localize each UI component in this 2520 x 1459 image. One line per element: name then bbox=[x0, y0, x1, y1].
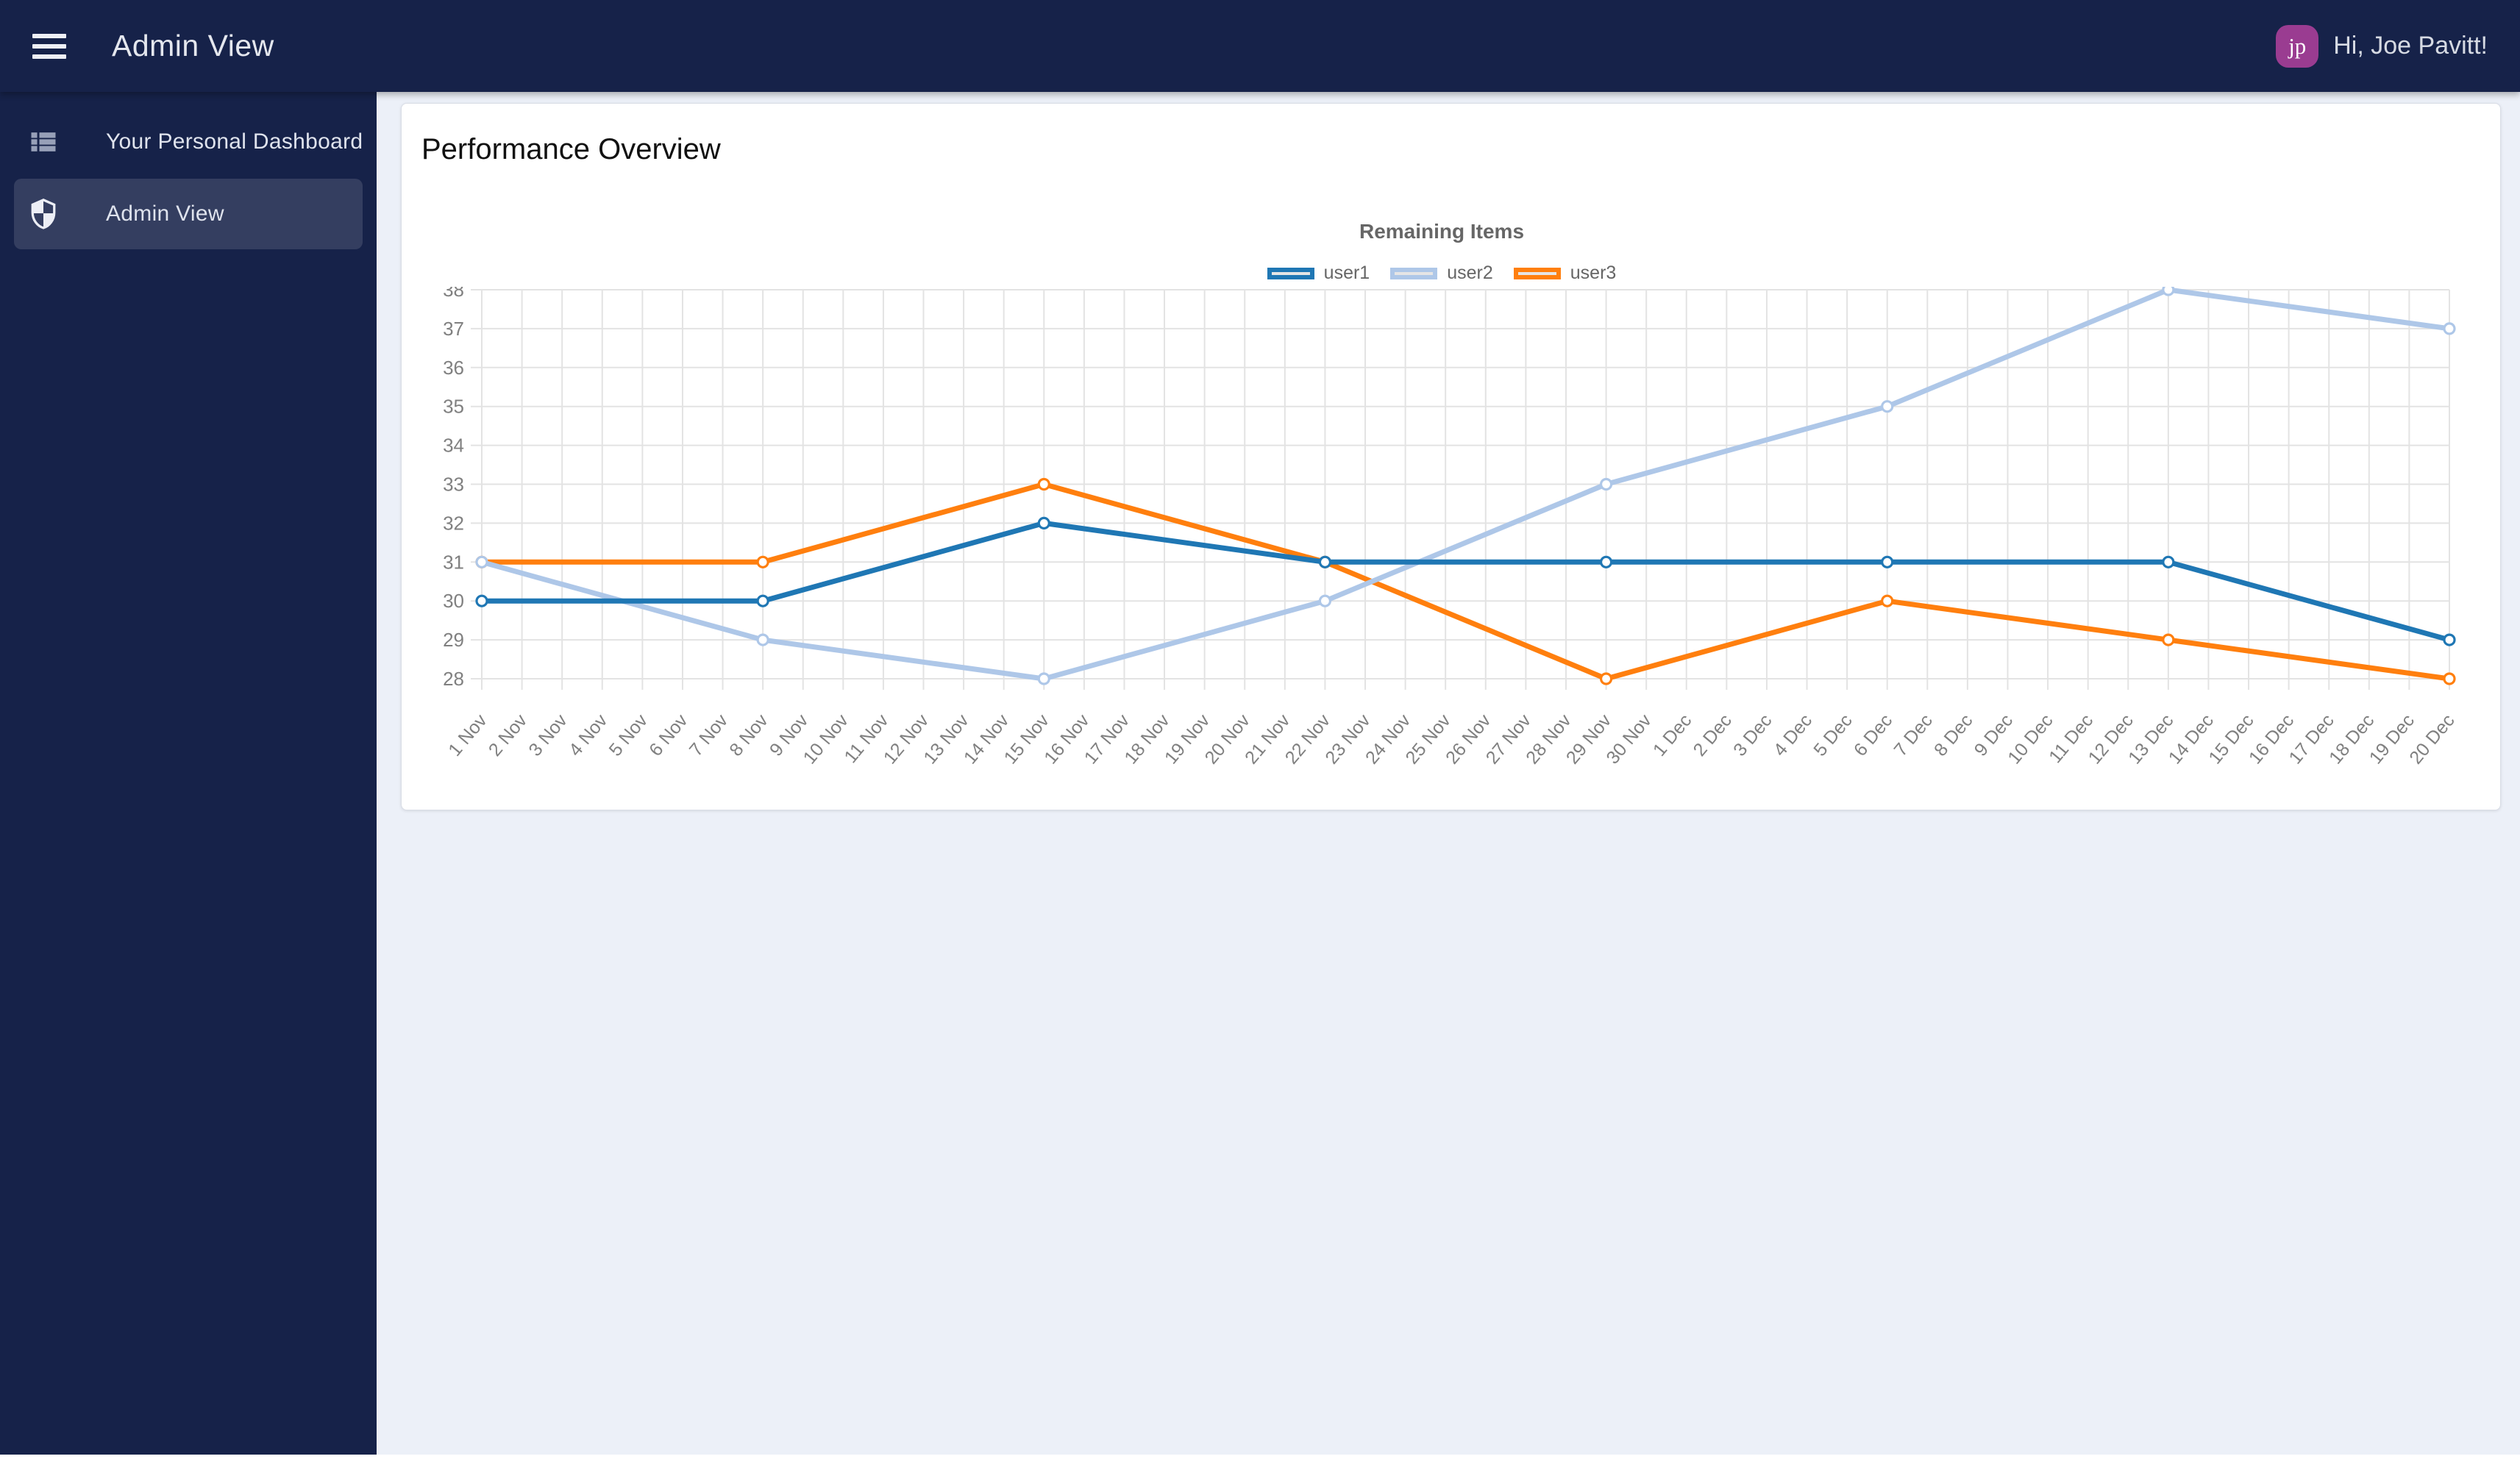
svg-text:37: 37 bbox=[443, 318, 464, 340]
app-title: Admin View bbox=[112, 29, 274, 63]
page-title: Performance Overview bbox=[421, 133, 721, 165]
chart-title: Remaining Items bbox=[1359, 220, 1525, 243]
svg-text:32: 32 bbox=[443, 512, 464, 534]
data-point-user3[interactable] bbox=[1881, 594, 1894, 607]
avatar-initials: jp bbox=[2288, 32, 2307, 59]
data-point-user1[interactable] bbox=[1881, 555, 1894, 568]
performance-overview-card: Performance Overview Remaining Items use… bbox=[401, 103, 2501, 810]
main-content: Performance Overview Remaining Items use… bbox=[377, 92, 2520, 1459]
svg-text:36: 36 bbox=[443, 357, 464, 379]
data-point-user2[interactable] bbox=[1599, 477, 1613, 491]
svg-text:29: 29 bbox=[443, 629, 464, 651]
svg-text:10 Nov: 10 Nov bbox=[800, 710, 853, 768]
svg-text:2 Nov: 2 Nov bbox=[485, 710, 532, 760]
legend-label: user3 bbox=[1570, 263, 1617, 283]
svg-text:3 Nov: 3 Nov bbox=[524, 710, 572, 760]
data-point-user3[interactable] bbox=[1037, 477, 1050, 491]
data-point-user2[interactable] bbox=[756, 633, 769, 646]
svg-text:4 Nov: 4 Nov bbox=[565, 710, 612, 760]
svg-text:33: 33 bbox=[443, 474, 464, 496]
series-user1 bbox=[475, 516, 2456, 646]
data-point-user2[interactable] bbox=[475, 555, 488, 568]
svg-text:34: 34 bbox=[443, 435, 464, 457]
data-point-user1[interactable] bbox=[1599, 555, 1613, 568]
data-point-user1[interactable] bbox=[2443, 633, 2456, 646]
data-point-user1[interactable] bbox=[1037, 516, 1050, 529]
data-point-user1[interactable] bbox=[1318, 555, 1332, 568]
series-user3 bbox=[475, 477, 2456, 685]
sidebar-item-label: Admin View bbox=[106, 201, 224, 226]
legend-item-user3[interactable]: user3 bbox=[1513, 263, 1617, 284]
horizontal-scrollbar-track[interactable] bbox=[0, 1455, 2520, 1459]
data-point-user3[interactable] bbox=[1599, 672, 1613, 685]
svg-text:10 Dec: 10 Dec bbox=[2004, 710, 2057, 768]
user-greeting: Hi, Joe Pavitt! bbox=[2333, 32, 2488, 60]
legend-swatch-user2 bbox=[1390, 267, 1438, 279]
data-point-user2[interactable] bbox=[2443, 322, 2456, 335]
data-point-user2[interactable] bbox=[2162, 287, 2175, 296]
shield-icon bbox=[26, 197, 60, 231]
svg-text:28: 28 bbox=[443, 668, 464, 690]
svg-text:30: 30 bbox=[443, 590, 464, 612]
topbar-user-area: jp Hi, Joe Pavitt! bbox=[2276, 24, 2488, 68]
legend-swatch-user3 bbox=[1513, 267, 1561, 279]
sidebar: Your Personal Dashboard Admin View bbox=[0, 92, 377, 1459]
view-list-icon bbox=[26, 125, 60, 159]
y-axis-labels: 28 29 30 31 32 33 34 35 36 37 38 bbox=[443, 287, 464, 690]
sidebar-item-personal-dashboard[interactable]: Your Personal Dashboard bbox=[0, 107, 377, 177]
svg-text:7 Dec: 7 Dec bbox=[1890, 710, 1936, 760]
data-point-user2[interactable] bbox=[1881, 400, 1894, 413]
svg-text:6 Dec: 6 Dec bbox=[1850, 710, 1896, 760]
svg-text:2 Dec: 2 Dec bbox=[1690, 710, 1736, 760]
series-user2 bbox=[475, 287, 2456, 685]
svg-text:4 Dec: 4 Dec bbox=[1770, 710, 1816, 760]
svg-text:31: 31 bbox=[443, 551, 464, 573]
legend-swatch-user1 bbox=[1267, 267, 1314, 279]
data-point-user2[interactable] bbox=[1037, 672, 1050, 685]
chart-legend: user1 user2 user3 bbox=[412, 263, 2471, 284]
data-point-user3[interactable] bbox=[2162, 633, 2175, 646]
svg-text:1 Nov: 1 Nov bbox=[444, 710, 491, 760]
data-point-user2[interactable] bbox=[1318, 594, 1332, 607]
sidebar-item-label: Your Personal Dashboard bbox=[106, 129, 363, 154]
menu-icon[interactable] bbox=[32, 33, 66, 59]
remaining-items-chart: Remaining Items user1 user2 user3 28 29 30… bbox=[412, 220, 2471, 793]
legend-label: user1 bbox=[1323, 263, 1370, 283]
sidebar-item-admin-view[interactable]: Admin View bbox=[14, 179, 363, 249]
svg-text:3 Dec: 3 Dec bbox=[1729, 710, 1776, 760]
avatar[interactable]: jp bbox=[2276, 24, 2319, 68]
topbar: Admin View jp Hi, Joe Pavitt! bbox=[0, 0, 2520, 92]
data-point-user3[interactable] bbox=[2443, 672, 2456, 685]
data-point-user3[interactable] bbox=[756, 555, 769, 568]
gridlines bbox=[471, 289, 2450, 690]
svg-text:8 Nov: 8 Nov bbox=[725, 710, 772, 760]
svg-text:30 Nov: 30 Nov bbox=[1602, 710, 1656, 768]
svg-text:7 Nov: 7 Nov bbox=[686, 710, 733, 760]
svg-text:1 Dec: 1 Dec bbox=[1649, 710, 1695, 760]
data-point-user1[interactable] bbox=[475, 594, 488, 607]
svg-text:8 Dec: 8 Dec bbox=[1930, 710, 1976, 760]
data-point-user1[interactable] bbox=[756, 594, 769, 607]
svg-text:5 Nov: 5 Nov bbox=[605, 710, 652, 760]
svg-text:38: 38 bbox=[443, 287, 464, 301]
svg-text:5 Dec: 5 Dec bbox=[1809, 710, 1856, 760]
legend-item-user1[interactable]: user1 bbox=[1267, 263, 1370, 284]
svg-text:6 Nov: 6 Nov bbox=[645, 710, 692, 760]
data-point-user1[interactable] bbox=[2162, 555, 2175, 568]
legend-label: user2 bbox=[1447, 263, 1493, 283]
svg-text:35: 35 bbox=[443, 396, 464, 418]
legend-item-user2[interactable]: user2 bbox=[1390, 263, 1493, 284]
svg-text:20 Dec: 20 Dec bbox=[2405, 710, 2458, 768]
